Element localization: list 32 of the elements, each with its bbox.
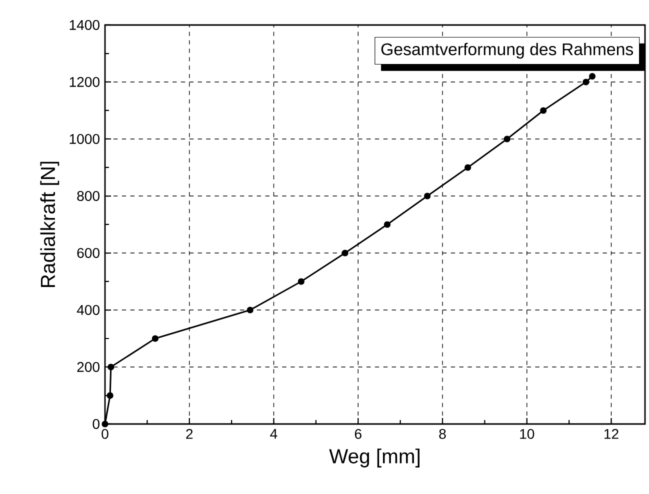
- point: [384, 221, 391, 228]
- y-tick-label: 1200: [70, 77, 100, 87]
- point: [342, 250, 348, 256]
- y-tick-label: 0: [92, 419, 100, 429]
- y-tick-label: 400: [76, 305, 100, 315]
- y-tick-label: 800: [77, 191, 100, 201]
- point: [246, 306, 254, 314]
- point: [504, 136, 510, 142]
- x-tick-label: 10: [520, 428, 534, 439]
- y-tick-label: 1400: [70, 20, 100, 30]
- y-tick-label: 200: [77, 362, 100, 372]
- x-tick-label: 2: [186, 428, 193, 439]
- point: [540, 107, 547, 114]
- y-tick-label: 600: [77, 248, 100, 258]
- x-tick-label: 6: [354, 428, 362, 439]
- point: [588, 72, 596, 80]
- point: [102, 420, 108, 428]
- x-tick-label: 4: [270, 428, 278, 439]
- y-tick-label: 1000: [70, 134, 100, 144]
- point: [108, 364, 114, 370]
- point: [582, 78, 590, 86]
- x-axis-title: Weg [mm]: [329, 448, 420, 468]
- point: [464, 164, 472, 171]
- annotation: Gesamtverformung des Rahmens: [381, 42, 634, 59]
- point: [424, 192, 431, 200]
- point: [152, 335, 159, 342]
- point: [106, 392, 114, 399]
- x-tick-label: 8: [439, 428, 446, 439]
- x-tick-label: 0: [102, 428, 108, 439]
- point: [298, 278, 304, 285]
- y-axis-title: Radialkraft [N]: [40, 162, 60, 287]
- x-tick-label: 12: [604, 428, 618, 439]
